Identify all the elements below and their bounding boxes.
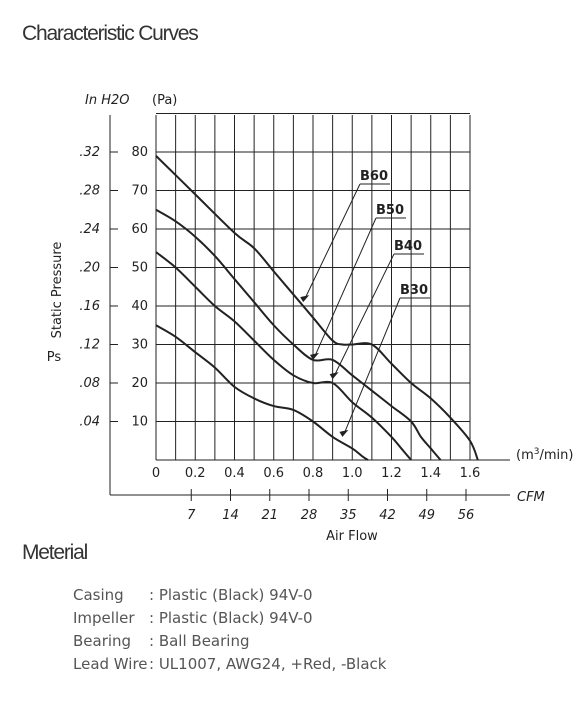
y-axis-label: Static Pressure xyxy=(50,242,65,339)
x2-tick-label: 35 xyxy=(340,508,357,523)
y-tick-label: 80 xyxy=(131,145,148,160)
x-axis-unit: (m3/min) xyxy=(516,447,573,463)
y-tick-label: 50 xyxy=(131,261,148,276)
material-value: : UL1007, AWG24, +Red, -Black xyxy=(149,655,387,673)
y-axis-symbol: Ps xyxy=(47,350,62,365)
x-tick-label: 0.8 xyxy=(303,466,324,481)
x-tick-label: 0.6 xyxy=(263,466,284,481)
section-title-curves: Characteristic Curves xyxy=(22,22,199,45)
x2-tick-label: 28 xyxy=(301,508,318,523)
x2-tick-label: 49 xyxy=(418,508,435,523)
x2-tick-label: 42 xyxy=(379,508,396,523)
series-label-b40: B40 xyxy=(394,239,422,254)
y2-tick-label: .12 xyxy=(79,338,100,353)
x2-tick-label: 56 xyxy=(458,508,475,523)
callout-arrowhead xyxy=(300,295,310,303)
y2-tick-label: .08 xyxy=(79,376,100,391)
y2-tick-label: .20 xyxy=(79,261,100,276)
series-line-b60 xyxy=(155,155,479,461)
x2-tick-label: 21 xyxy=(261,508,278,523)
x-axis-label: Air Flow xyxy=(326,529,378,544)
y2-tick-label: .24 xyxy=(79,222,100,237)
characteristic-curves-chart: In H2O (Pa) (m3/min) CFM Air Flow Static… xyxy=(47,93,574,544)
section-title-material: Meterial xyxy=(22,541,88,564)
x-tick-label: 1.2 xyxy=(381,466,402,481)
y-tick-label: 30 xyxy=(131,338,148,353)
y2-tick-label: .16 xyxy=(79,299,100,314)
series-line-b40 xyxy=(155,251,412,461)
material-row: Casing : Plastic (Black) 94V-0 xyxy=(73,586,313,604)
x-tick-label: 0 xyxy=(152,466,160,481)
y-axis-unit: (Pa) xyxy=(152,93,177,108)
material-label: Bearing xyxy=(73,632,132,650)
material-row: Bearing : Ball Bearing xyxy=(73,632,249,650)
material-label: Casing xyxy=(73,586,124,604)
x-tick-label: 0.4 xyxy=(224,466,245,481)
callout-leader xyxy=(304,183,361,299)
material-value: : Ball Bearing xyxy=(149,632,250,650)
y-tick-label: 40 xyxy=(131,299,148,314)
callout-leader xyxy=(334,253,395,376)
x-tick-label: 1.4 xyxy=(420,466,441,481)
y-tick-label: 20 xyxy=(131,376,148,391)
y2-tick-label: .04 xyxy=(79,415,100,430)
series-label-b60: B60 xyxy=(360,169,388,184)
material-value: : Plastic (Black) 94V-0 xyxy=(149,609,313,627)
y-tick-label: 60 xyxy=(131,222,148,237)
callout-arrowhead xyxy=(310,352,319,360)
y2-tick-label: .28 xyxy=(79,184,100,199)
series-line-b30 xyxy=(155,324,369,461)
material-row: Lead Wire: UL1007, AWG24, +Red, -Black xyxy=(73,655,386,673)
series-label-b30: B30 xyxy=(400,283,428,298)
material-value: : Plastic (Black) 94V-0 xyxy=(149,586,313,604)
y2-tick-label: .32 xyxy=(79,145,100,160)
callout-arrowhead xyxy=(339,429,349,437)
x-tick-label: 1.6 xyxy=(460,466,481,481)
material-label: Lead Wire xyxy=(73,655,148,673)
callout-leader xyxy=(343,297,401,434)
y2-axis-unit: In H2O xyxy=(85,93,129,108)
callout-leader xyxy=(314,217,377,357)
callout-arrowhead xyxy=(329,372,339,380)
series-label-b50: B50 xyxy=(376,203,404,218)
material-row: Impeller : Plastic (Black) 94V-0 xyxy=(73,609,313,627)
x-tick-label: 0.2 xyxy=(185,466,206,481)
x-tick-label: 1.0 xyxy=(342,466,363,481)
x2-axis-unit: CFM xyxy=(517,490,545,505)
material-label: Impeller xyxy=(73,609,135,627)
x2-tick-label: 7 xyxy=(187,508,196,523)
y-tick-label: 70 xyxy=(131,184,148,199)
y-tick-label: 10 xyxy=(131,415,148,430)
x2-tick-label: 14 xyxy=(222,508,239,523)
